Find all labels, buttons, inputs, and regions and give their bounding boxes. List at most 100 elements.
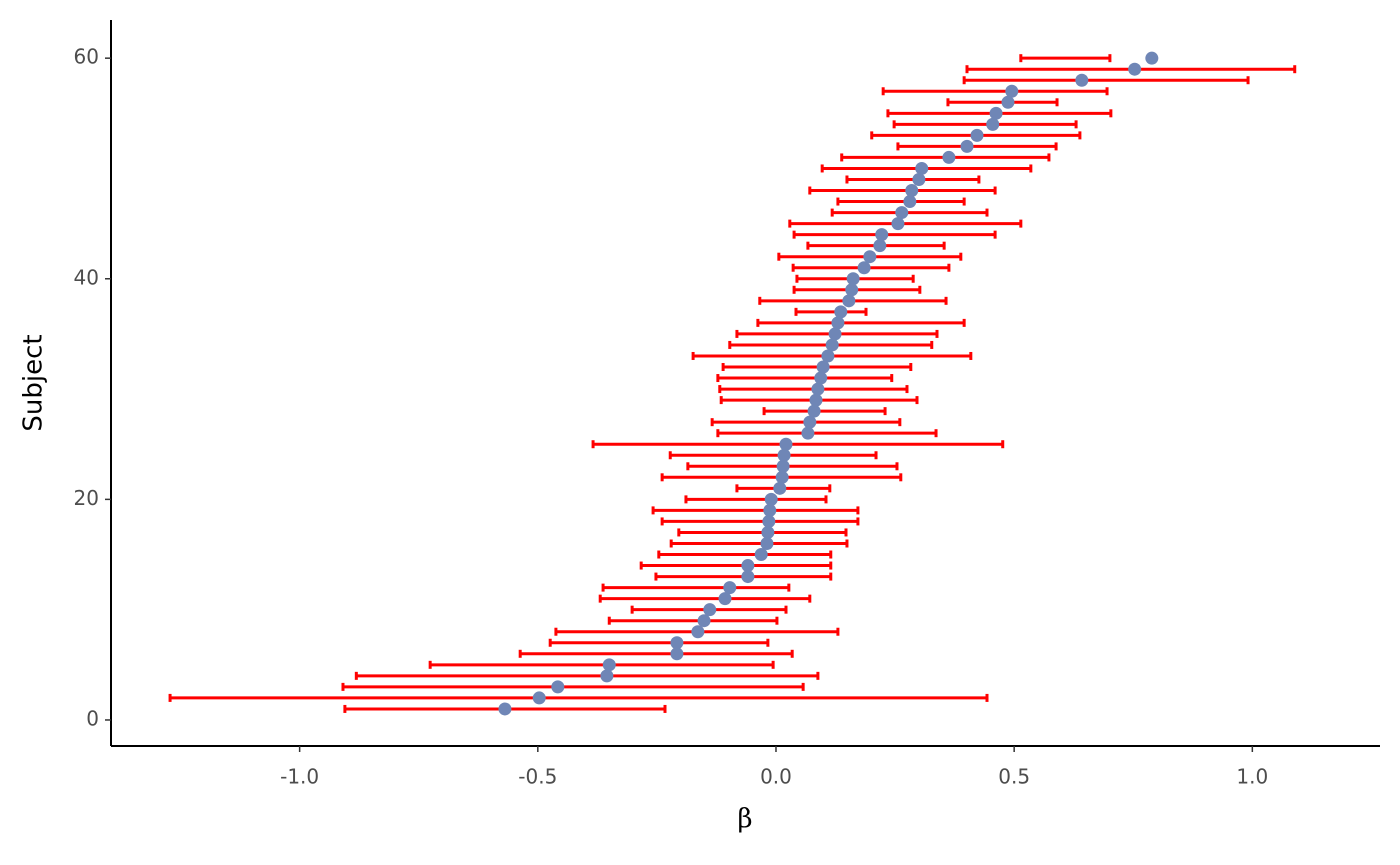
point <box>741 559 755 573</box>
error-bar <box>830 208 989 217</box>
point <box>779 437 793 451</box>
point <box>905 184 919 198</box>
error-bar <box>1019 54 1112 63</box>
y-tick-label: 0 <box>86 706 99 730</box>
point <box>775 470 789 484</box>
point <box>1145 51 1159 65</box>
y-tick-label: 40 <box>74 265 99 289</box>
error-bar <box>669 539 849 548</box>
error-bar <box>788 219 1023 228</box>
error-bar <box>762 407 887 416</box>
point <box>903 195 917 209</box>
point <box>551 680 565 694</box>
x-tick-label: 1.0 <box>1236 765 1268 789</box>
error-bar <box>684 495 828 504</box>
error-bar <box>341 682 805 691</box>
point <box>703 603 717 617</box>
point <box>875 228 889 242</box>
error-bar <box>660 517 860 526</box>
point <box>762 514 776 528</box>
point <box>1075 73 1089 87</box>
point <box>986 117 1000 131</box>
point <box>763 503 777 517</box>
point <box>863 250 877 264</box>
error-bar <box>756 318 966 327</box>
error-bar <box>428 660 775 669</box>
point <box>1128 62 1142 76</box>
point <box>816 360 830 374</box>
point <box>600 669 614 683</box>
x-tick-label: 0.5 <box>998 765 1030 789</box>
point <box>776 459 790 473</box>
point <box>498 702 512 716</box>
point <box>828 327 842 341</box>
point <box>970 128 984 142</box>
point <box>857 261 871 275</box>
error-bar <box>518 649 794 658</box>
point <box>723 581 737 595</box>
point <box>807 404 821 418</box>
point <box>842 294 856 308</box>
error-bar <box>716 374 894 383</box>
error-bar <box>686 462 899 471</box>
point <box>691 625 705 639</box>
point <box>602 658 616 672</box>
point <box>754 548 768 562</box>
error-bar <box>601 583 791 592</box>
error-bar <box>168 693 989 702</box>
point <box>915 161 929 175</box>
point <box>942 150 956 164</box>
point <box>809 393 823 407</box>
point <box>895 206 909 220</box>
point <box>1001 95 1015 109</box>
error-bar <box>896 142 1058 151</box>
point <box>873 239 887 253</box>
error-bar <box>607 616 779 625</box>
point <box>811 382 825 396</box>
point <box>670 647 684 661</box>
point <box>846 272 860 286</box>
x-tick-label: -1.0 <box>280 765 319 789</box>
point <box>960 139 974 153</box>
error-bar <box>892 120 1078 129</box>
error-bar <box>354 671 820 680</box>
error-bar <box>881 87 1109 96</box>
point <box>761 525 775 539</box>
point <box>697 614 711 628</box>
y-axis-label: Subject <box>19 334 49 431</box>
point <box>834 305 848 319</box>
error-bar <box>794 307 868 316</box>
error-bar <box>591 440 1005 449</box>
error-bar <box>548 638 770 647</box>
point <box>718 592 732 606</box>
error-bar <box>639 561 833 570</box>
point <box>831 316 845 330</box>
point <box>891 217 905 231</box>
y-tick-label: 60 <box>74 45 99 69</box>
point <box>777 448 791 462</box>
point <box>825 338 839 352</box>
error-bar <box>792 230 997 239</box>
point <box>764 492 778 506</box>
error-bar <box>651 506 860 515</box>
point <box>989 106 1003 120</box>
error-bar <box>716 429 938 438</box>
point <box>760 536 774 550</box>
x-axis-label: β <box>737 804 752 834</box>
point <box>845 283 859 297</box>
point <box>1005 84 1019 98</box>
point <box>821 349 835 363</box>
point <box>773 481 787 495</box>
x-tick-label: 0.0 <box>760 765 792 789</box>
error-bar <box>668 451 878 460</box>
point <box>670 636 684 650</box>
point <box>532 691 546 705</box>
error-bar <box>657 550 833 559</box>
point <box>814 371 828 385</box>
x-tick-label: -0.5 <box>518 765 557 789</box>
error-bar <box>808 186 997 195</box>
error-bar <box>836 197 966 206</box>
point <box>912 172 926 186</box>
error-bar <box>962 76 1250 85</box>
